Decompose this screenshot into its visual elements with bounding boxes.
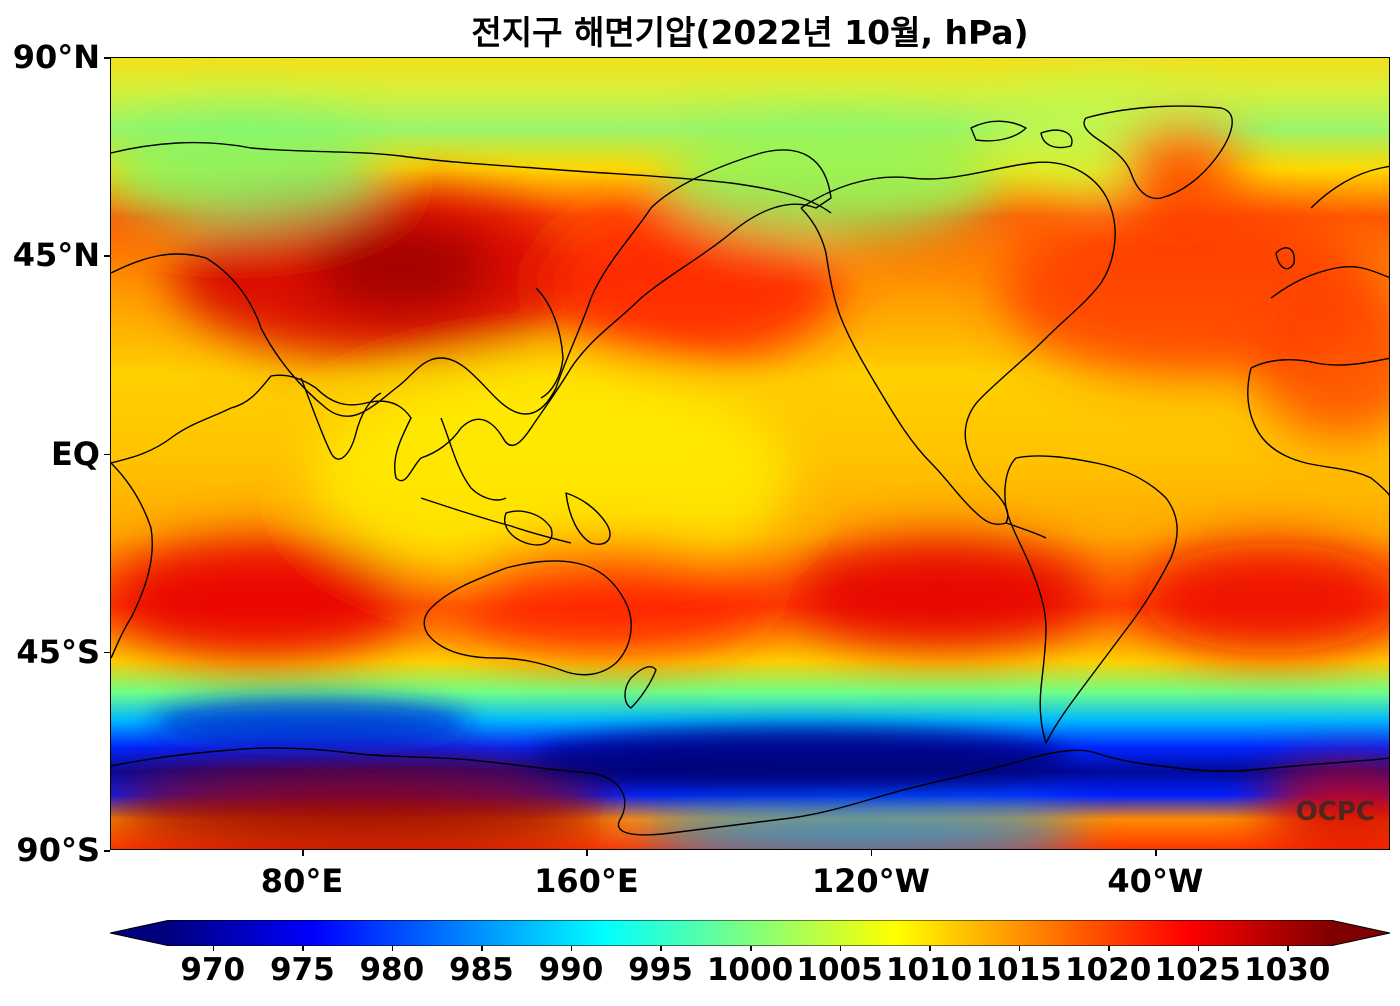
colorbar-tick-mark [750,946,752,951]
colorbar-tick-label: 985 [449,952,514,988]
colorbar-tick-mark [929,946,931,951]
y-tick-label: 45°S [16,632,100,671]
colorbar-tick-mark [481,946,483,951]
colorbar-tick-label: 990 [538,952,604,988]
x-tick-mark [1155,850,1157,856]
colorbar-tick-mark [1197,946,1200,951]
colorbar-tick-mark [212,946,215,951]
y-tick-mark [104,651,110,654]
y-tick-label: 90°S [16,831,100,869]
y-tick-mark [104,453,110,455]
y-tick-mark [104,57,110,59]
x-tick-mark [870,850,873,856]
colorbar-tick-mark [391,946,394,951]
pressure-map: OCPC [110,57,1390,850]
colorbar-tick-label: 1005 [796,952,883,988]
colorbar-tick-label: 980 [359,952,425,988]
colorbar-max-extension [1330,920,1390,946]
colorbar-tick-label: 1025 [1154,952,1241,988]
ocpc-logo: OCPC [1295,797,1375,827]
colorbar-tick-mark [1018,946,1021,951]
colorbar-tick-label: 1010 [885,952,973,988]
colorbar-tick-label: 975 [269,952,335,988]
x-tick-label: 120°W [811,862,930,900]
x-tick-label: 40°W [1107,862,1204,900]
map-title: 전지구 해면기압(2022년 10월, hPa) [471,13,1029,52]
colorbar-tick-label: 1020 [1065,952,1152,988]
colorbar-body [168,920,1332,946]
x-tick-mark [586,850,588,856]
y-tick-mark [104,255,110,257]
colorbar-tick-label: 970 [180,952,246,988]
colorbar-tick-label: 995 [628,952,693,988]
colorbar-tick-label: 1030 [1244,952,1331,988]
y-tick-label: EQ [50,434,100,473]
colorbar-tick-mark [1108,946,1110,951]
colorbar-tick-label: 1015 [975,952,1062,988]
colorbar-tick-mark [302,946,304,951]
colorbar-tick-mark [570,946,573,951]
y-tick-label: 45°N [12,236,100,275]
colorbar [110,920,1390,946]
colorbar-tick-mark [660,946,662,951]
x-tick-label: 80°E [260,862,344,900]
x-tick-mark [302,850,304,856]
colorbar-tick-label: 1000 [706,952,794,988]
y-tick-mark [104,850,110,852]
y-tick-label: 90°N [12,38,100,76]
colorbar-tick-mark [1287,946,1289,951]
colorbar-tick-mark [839,946,842,951]
colorbar-min-extension [110,920,170,946]
coastlines [111,105,1389,836]
x-tick-label: 160°E [534,862,639,900]
